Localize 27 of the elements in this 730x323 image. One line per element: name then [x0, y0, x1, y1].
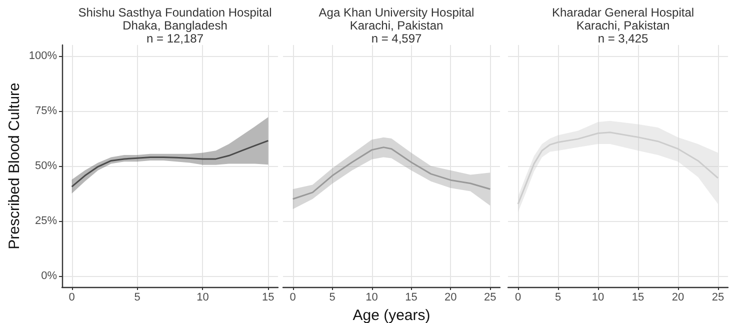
- x-tick-label: 10: [592, 292, 604, 304]
- x-tick-label: 20: [672, 292, 684, 304]
- y-tick-label: 75%: [34, 105, 58, 117]
- chart-title: Kharadar General Hospital Karachi, Pakistan n = 3,425: [552, 6, 694, 46]
- x-tick-label: 10: [196, 292, 209, 304]
- x-tick-label: 5: [554, 292, 562, 304]
- line-series: [71, 140, 269, 188]
- x-tick-label: 0: [514, 292, 522, 304]
- x-axis-title: Age (years): [352, 306, 430, 323]
- x-tick-label: 15: [632, 292, 644, 304]
- x-tick-label: 5: [329, 292, 336, 304]
- x-tick-label: 0: [68, 292, 75, 304]
- x-tick-label: 15: [262, 292, 274, 304]
- x-tick-label: 15: [405, 292, 418, 304]
- x-tick-label: 5: [134, 292, 140, 304]
- y-tick-label: 100%: [28, 50, 58, 62]
- chart-title: Shishu Sasthya Foundation Hospital Dhaka, Bangladesh n = 12,187: [78, 6, 272, 46]
- chart-title: Aga Khan University Hospital Karachi, Pakistan n = 4,597: [318, 6, 474, 46]
- x-tick-label: 25: [484, 292, 496, 304]
- x-tick-label: 25: [712, 292, 724, 304]
- x-tick-label: 0: [290, 292, 296, 304]
- x-tick-label: 20: [444, 292, 457, 304]
- y-tick-label: 0%: [41, 270, 58, 282]
- y-axis-title: Prescribed Blood Culture: [6, 82, 23, 250]
- x-tick-label: 10: [366, 292, 378, 304]
- y-tick-label: 50%: [34, 160, 58, 172]
- y-tick-label: 25%: [34, 215, 58, 227]
